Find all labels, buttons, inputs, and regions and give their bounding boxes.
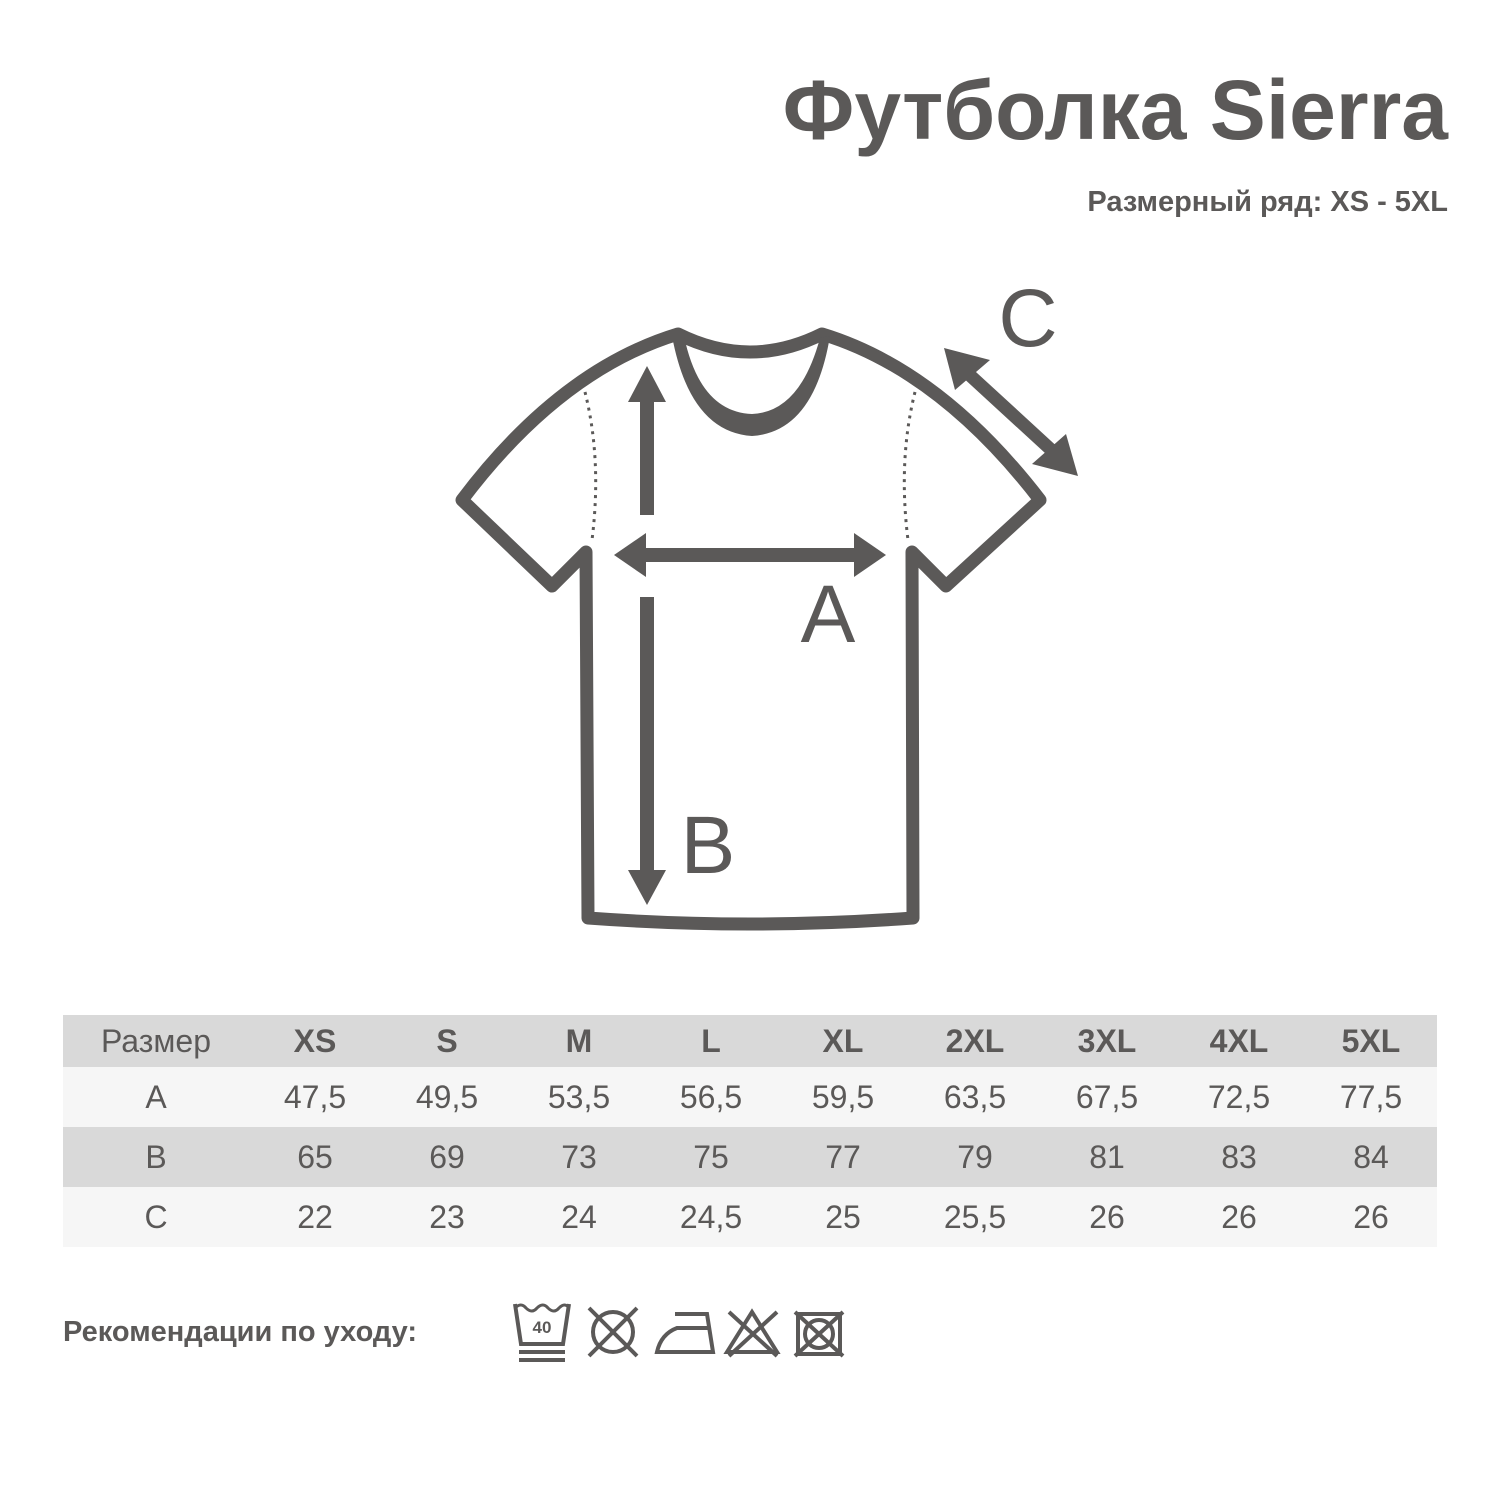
table-header: Размер XS S M L XL 2XL 3XL 4XL 5XL [63, 1015, 1437, 1067]
table-cell: 24 [561, 1198, 597, 1235]
table-cell: 23 [429, 1198, 465, 1235]
table-cell: 69 [429, 1138, 465, 1175]
care-icons: 40 [513, 1303, 845, 1362]
table-cell: 65 [297, 1138, 333, 1175]
table-cell: 22 [297, 1198, 333, 1235]
label-c: C [998, 273, 1057, 364]
care-label: Рекомендации по уходу: [63, 1316, 418, 1348]
row-label: A [145, 1078, 167, 1115]
table-cell: 49,5 [415, 1078, 479, 1115]
table-cell: 83 [1221, 1138, 1257, 1175]
table-cell: 59,5 [811, 1078, 875, 1115]
table-cell: 81 [1089, 1138, 1125, 1175]
table-cell: 77,5 [1339, 1078, 1403, 1115]
tshirt-diagram: A B C [455, 273, 1078, 931]
tshirt-outline [455, 327, 1047, 931]
no-tumble-dry-icon [587, 1306, 639, 1358]
table-cell: 77 [825, 1138, 861, 1175]
header-cell: 5XL [1341, 1022, 1401, 1059]
row-label: B [145, 1138, 167, 1175]
iron-low-icon [654, 1312, 716, 1354]
table-cell: 26 [1353, 1198, 1389, 1235]
table-cell: 84 [1353, 1138, 1389, 1175]
table-cell: 72,5 [1207, 1078, 1271, 1115]
table-cell: 75 [693, 1138, 729, 1175]
header-cell: 4XL [1209, 1022, 1269, 1059]
no-dry-clean-icon [793, 1310, 845, 1358]
tshirt-collar [672, 336, 830, 436]
table-cell: 24,5 [679, 1198, 743, 1235]
header-cell: M [565, 1022, 593, 1059]
table-row: A 47,5 49,5 53,5 56,5 59,5 63,5 67,5 72,5 77,5 [63, 1067, 1437, 1127]
header-cell: S [436, 1022, 458, 1059]
table-row: C 22 23 24 24,5 25 25,5 26 26 26 [63, 1187, 1437, 1247]
size-table: Размер XS S M L XL 2XL 3XL 4XL 5XL A 47,5… [63, 1015, 1437, 1247]
table-cell: 53,5 [547, 1078, 611, 1115]
header-cell: XL [822, 1022, 864, 1059]
measure-arrows [614, 348, 1078, 905]
table-cell: 26 [1221, 1198, 1257, 1235]
no-bleach-icon [723, 1308, 781, 1358]
table-cell: 73 [561, 1138, 597, 1175]
table-row: B 65 69 73 75 77 79 81 83 84 [63, 1127, 1437, 1187]
table-cell: 67,5 [1075, 1078, 1139, 1115]
header-cell: XS [293, 1022, 337, 1059]
header-cell: 2XL [945, 1022, 1005, 1059]
table-cell: 25 [825, 1198, 861, 1235]
table-cell: 79 [957, 1138, 993, 1175]
size-range: Размерный ряд: XS - 5XL [1087, 186, 1448, 218]
header-cell: 3XL [1077, 1022, 1137, 1059]
table-cell: 56,5 [679, 1078, 743, 1115]
wash-temp: 40 [533, 1318, 552, 1337]
row-label: C [144, 1198, 168, 1235]
label-a: A [801, 569, 856, 660]
header-cell: L [701, 1022, 721, 1059]
wash-40-gentle-icon [513, 1303, 571, 1362]
table-cell: 25,5 [943, 1198, 1007, 1235]
table-cell: 26 [1089, 1198, 1125, 1235]
table-cell: 47,5 [283, 1078, 347, 1115]
header-cell: Размер [101, 1022, 211, 1059]
table-cell: 63,5 [943, 1078, 1007, 1115]
page-title: Футболка Sierra [782, 63, 1448, 157]
label-b: B [681, 800, 736, 891]
